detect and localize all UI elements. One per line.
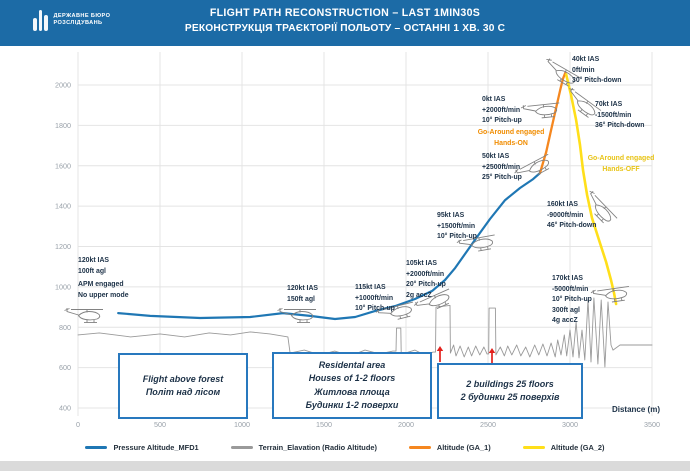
- flight-annotation: Go-Around engaged Hands-OFF: [587, 155, 655, 173]
- flight-annotation: Go-Around engaged Hands-ON: [477, 129, 545, 147]
- flight-annotation: 95kt IAS +1500ft/min 10° Pitch-up: [437, 212, 477, 241]
- legend-item: Terrain_Elavation (Radio Altitude): [230, 443, 377, 452]
- legend-swatch-icon: [522, 446, 545, 449]
- flight-annotation: 0kt IAS +2000ft/min 10° Pitch-up: [482, 96, 522, 125]
- x-tick-label: 1000: [234, 420, 250, 429]
- sbi-logo-icon: [33, 9, 48, 31]
- x-tick-label: 0: [76, 420, 80, 429]
- page-title-en: FLIGHT PATH RECONSTRUCTION – LAST 1MIN30…: [209, 7, 481, 19]
- series-pressure-altitude-mfd1: [117, 171, 542, 321]
- y-tick-label: 1400: [55, 202, 71, 211]
- legend-item: Altitude (GA_1): [408, 443, 491, 452]
- x-tick-label: 2000: [398, 420, 414, 429]
- flight-annotation: 115kt IAS +1000ft/min 10° Pitch-up: [355, 284, 395, 313]
- y-tick-label: 400: [59, 404, 71, 413]
- legend-label: Pressure Altitude_MFD1: [113, 443, 199, 452]
- flight-annotation: 50kt IAS +2500ft/min 25° Pitch-up: [482, 153, 522, 182]
- x-tick-label: 3000: [562, 420, 578, 429]
- x-tick-label: 3500: [644, 420, 660, 429]
- flight-annotation: 170kt IAS -5000ft/min 10° Pitch-up 300ft ag…: [552, 275, 592, 325]
- series-terrain-elavation-radio-altitude-: [77, 297, 653, 368]
- x-tick-label: 500: [154, 420, 166, 429]
- logo-line-1: ДЕРЖАВНЕ БЮРО: [53, 13, 111, 19]
- x-tick-label: 2500: [480, 420, 496, 429]
- bottom-strip: [0, 461, 690, 471]
- logo-line-2: РОЗСЛІДУВАНЬ: [53, 20, 103, 26]
- flight-annotation: 105kt IAS +2000ft/min 20° Pitch-up 2g accZ: [406, 260, 446, 299]
- y-tick-label: 1000: [55, 282, 71, 291]
- legend-label: Altitude (GA_2): [550, 443, 605, 452]
- legend-item: Pressure Altitude_MFD1: [85, 443, 199, 452]
- legend-label: Terrain_Elavation (Radio Altitude): [258, 443, 377, 452]
- y-tick-label: 2000: [55, 81, 71, 90]
- building-arrow-head: [436, 346, 444, 351]
- y-tick-label: 1200: [55, 242, 71, 251]
- building-arrow-head: [488, 348, 496, 353]
- flight-annotation: 40kt IAS 0ft/min 30° Pitch-down: [572, 56, 622, 85]
- flight-annotation: 70kt IAS -1500ft/min 36° Pitch-down: [595, 101, 645, 130]
- x-tick-label: 1500: [316, 420, 332, 429]
- legend-swatch-icon: [408, 446, 431, 449]
- legend-item: Altitude (GA_2): [522, 443, 605, 452]
- page-title-ua: РЕКОНСТРУКЦІЯ ТРАЄКТОРІЇ ПОЛЬОТУ – ОСТАН…: [184, 23, 506, 34]
- y-tick-label: 800: [59, 323, 71, 332]
- y-tick-label: 1600: [55, 161, 71, 170]
- helicopter-icon: [590, 284, 632, 306]
- callout-box: 2 buildings 25 floors 2 будинки 25 поверх…: [437, 363, 583, 419]
- flight-annotation: APM engaged No upper mode: [78, 281, 129, 299]
- legend-swatch-icon: [230, 446, 253, 449]
- callout-box: Flight above forest Політ над лісом: [118, 353, 248, 419]
- header-bar: ДЕРЖАВНЕ БЮРО РОЗСЛІДУВАНЬ FLIGHT PATH R…: [0, 0, 690, 46]
- helicopter-icon: [64, 307, 104, 323]
- sbi-logo: ДЕРЖАВНЕ БЮРО РОЗСЛІДУВАНЬ: [33, 9, 110, 31]
- callout-box: Residental area Houses of 1-2 floors Житло…: [272, 352, 432, 419]
- y-tick-label: 600: [59, 363, 71, 372]
- flight-annotation: 120kt IAS 100ft agl: [78, 257, 110, 275]
- legend-label: Altitude (GA_1): [436, 443, 491, 452]
- x-axis-label: Distance (m): [611, 405, 660, 414]
- legend-swatch-icon: [85, 446, 108, 449]
- y-tick-label: 1800: [55, 121, 71, 130]
- series-altitude-ga-2-: [564, 73, 618, 306]
- series-altitude-ga-1-: [538, 71, 567, 175]
- flight-annotation: 120kt IAS 150ft agl: [287, 285, 319, 303]
- flight-annotation: 160kt IAS -9000ft/min 46° Pitch-down: [547, 201, 597, 230]
- chart-legend: Pressure Altitude_MFD1 Terrain_Elavation …: [0, 443, 690, 452]
